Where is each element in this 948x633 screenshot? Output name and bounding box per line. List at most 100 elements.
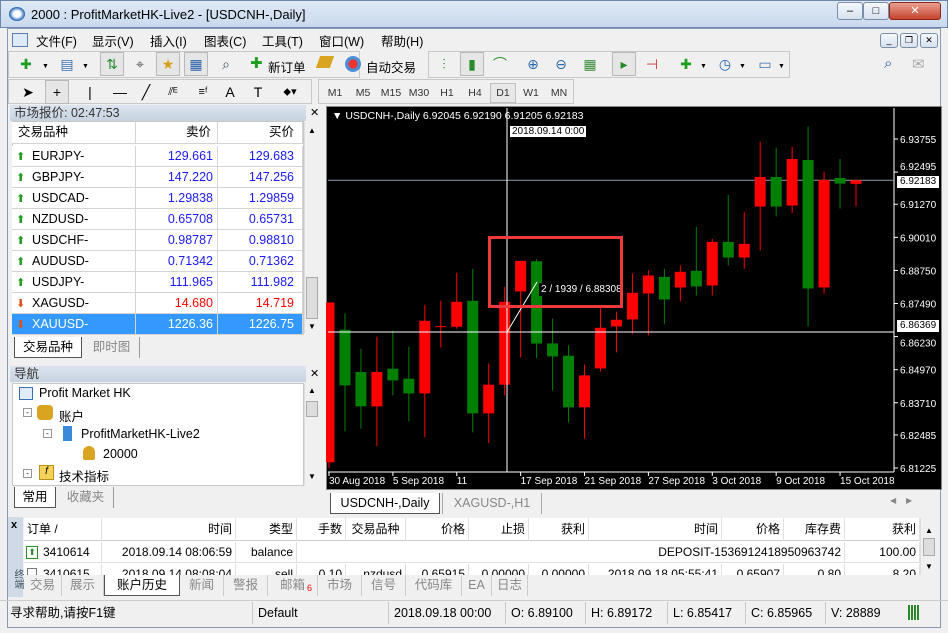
terminal-tab-4[interactable]: 警报 xyxy=(224,575,268,596)
minimize-button[interactable]: – xyxy=(837,2,863,20)
symbol-cell[interactable]: USDCAD- xyxy=(12,188,136,209)
terminal-tab-8[interactable]: 代码库 xyxy=(406,575,462,596)
arrows-tool[interactable]: ⬥▾ xyxy=(283,86,297,98)
terminal-column-3[interactable]: 手数 xyxy=(297,518,346,541)
cursor-tool[interactable]: ➤ xyxy=(22,84,34,100)
profiles-button[interactable]: ▤ xyxy=(60,56,74,72)
menu-item-1[interactable]: 显示(V) xyxy=(92,35,134,49)
navigator-scrollbar[interactable]: ▲ ▼ xyxy=(304,384,319,485)
market-watch-column-1[interactable]: 卖价 xyxy=(136,122,218,144)
terminal-tab-9[interactable]: EA xyxy=(462,575,492,596)
timeframe-MN[interactable]: MN xyxy=(550,87,568,99)
menu-item-5[interactable]: 窗口(W) xyxy=(319,35,365,49)
scroll-up-icon[interactable]: ▲ xyxy=(925,526,933,535)
market-watch-scrollbar[interactable]: ▲ ▼ xyxy=(304,122,319,334)
scroll-down-icon[interactable]: ▼ xyxy=(925,562,933,571)
navigator-button[interactable]: ★ xyxy=(156,52,180,76)
indicators-button[interactable]: ✚ xyxy=(680,56,692,72)
menu-item-2[interactable]: 插入(I) xyxy=(150,35,187,49)
bar-chart-button[interactable]: ⫶ xyxy=(442,56,446,72)
close-terminal-icon[interactable]: x xyxy=(11,519,18,531)
timeframe-M5[interactable]: M5 xyxy=(355,87,371,99)
new-chart-button[interactable]: ✚ xyxy=(20,56,32,72)
tile-windows-button[interactable]: ▦ xyxy=(583,56,597,72)
symbol-cell[interactable]: USDCHF- xyxy=(12,230,136,251)
nav-item-accounts[interactable]: 账户 xyxy=(59,410,85,424)
terminal-tab-3[interactable]: 新闻 xyxy=(180,575,224,596)
maximize-button[interactable]: □ xyxy=(863,2,889,20)
timeframe-W1[interactable]: W1 xyxy=(523,87,539,99)
terminal-row[interactable]: ⬆ 3410614 2018.09.14 08:06:59 balance DEPOSI… xyxy=(24,542,920,563)
templates-button[interactable]: ▭ xyxy=(758,56,772,72)
channel-tool[interactable]: ⫽ᴱ xyxy=(168,86,178,98)
terminal-scrollbar[interactable]: ▲ ▼ xyxy=(920,518,936,575)
scroll-down-icon[interactable]: ▼ xyxy=(308,472,316,481)
collapse-icon[interactable]: - xyxy=(23,469,32,478)
timeframe-M1[interactable]: M1 xyxy=(327,87,343,99)
market-watch-button[interactable]: ⇅ xyxy=(100,52,124,76)
tab-tick-chart[interactable]: 即时图 xyxy=(84,337,140,358)
data-window-button[interactable]: ⌖ xyxy=(136,56,144,72)
horizontal-line-tool[interactable]: — xyxy=(113,84,127,100)
terminal-button[interactable]: ▦ xyxy=(184,52,208,76)
terminal-column-5[interactable]: 价格 xyxy=(406,518,469,541)
terminal-column-8[interactable]: 时间 xyxy=(589,518,722,541)
timeframe-H4[interactable]: H4 xyxy=(468,87,482,99)
terminal-column-0[interactable]: 订单 / xyxy=(24,518,102,541)
tab-symbols[interactable]: 交易品种 xyxy=(14,337,82,358)
chart-tab-usdcnh[interactable]: USDCNH-,Daily xyxy=(330,493,440,514)
terminal-column-7[interactable]: 获利 xyxy=(529,518,589,541)
symbol-cell[interactable]: XAUUSD- xyxy=(12,314,136,335)
connection-status-icon[interactable] xyxy=(908,605,920,620)
search-icon[interactable]: ⌕ xyxy=(884,55,893,72)
timeframe-D1[interactable]: D1 xyxy=(490,83,516,103)
chart-tabs-scroll-right[interactable]: ▶ xyxy=(906,496,913,505)
symbol-cell[interactable]: GBPJPY- xyxy=(12,167,136,188)
terminal-column-10[interactable]: 库存费 xyxy=(784,518,845,541)
symbol-cell[interactable]: XAGUSD- xyxy=(12,293,136,314)
scroll-up-icon[interactable]: ▲ xyxy=(308,386,316,395)
terminal-tab-10[interactable]: 日志 xyxy=(492,575,528,596)
terminal-tab-1[interactable]: 展示 xyxy=(62,575,104,596)
tab-common[interactable]: 常用 xyxy=(14,487,56,508)
dropdown-arrow-icon[interactable]: ▼ xyxy=(739,63,746,70)
mdi-minimize-button[interactable]: _ xyxy=(880,33,898,48)
terminal-column-4[interactable]: 交易品种 xyxy=(346,518,406,541)
line-chart-button[interactable]: ⌒ xyxy=(493,56,507,72)
status-profile[interactable]: Default xyxy=(252,602,298,624)
terminal-tab-6[interactable]: 市场 xyxy=(318,575,362,596)
symbol-cell[interactable]: AUDUSD- xyxy=(12,251,136,272)
dropdown-arrow-icon[interactable]: ▼ xyxy=(778,63,785,70)
nav-item-account-number[interactable]: 20000 xyxy=(103,447,138,461)
chat-icon[interactable]: ✉ xyxy=(912,56,925,73)
dropdown-arrow-icon[interactable]: ▼ xyxy=(42,63,49,70)
nav-item-server[interactable]: ProfitMarketHK-Live2 xyxy=(81,427,200,441)
zoom-out-button[interactable]: ⊖ xyxy=(555,56,567,72)
menu-item-6[interactable]: 帮助(H) xyxy=(381,35,424,49)
close-market-watch-icon[interactable]: ✕ xyxy=(310,107,320,119)
mdi-close-button[interactable]: ✕ xyxy=(920,33,938,48)
auto-scroll-button[interactable]: ▸ xyxy=(612,52,636,76)
vertical-line-tool[interactable]: | xyxy=(88,84,92,100)
auto-trading-button[interactable]: 自动交易 xyxy=(366,61,417,75)
market-watch-column-0[interactable]: 交易品种 xyxy=(12,122,136,144)
strategy-tester-button[interactable]: ⌕ xyxy=(222,56,230,72)
scroll-thumb[interactable] xyxy=(923,538,935,556)
chart-tabs-scroll-left[interactable]: ◀ xyxy=(890,496,897,505)
menu-item-0[interactable]: 文件(F) xyxy=(36,35,77,49)
terminal-tab-0[interactable]: 交易 xyxy=(24,575,62,596)
new-order-button[interactable]: 新订单 xyxy=(268,61,306,75)
symbol-cell[interactable]: NZDUSD- xyxy=(12,209,136,230)
menu-item-3[interactable]: 图表(C) xyxy=(204,35,247,49)
scroll-thumb[interactable] xyxy=(306,401,318,417)
terminal-column-11[interactable]: 获利 xyxy=(845,518,920,541)
dropdown-arrow-icon[interactable]: ▼ xyxy=(700,63,707,70)
candlestick-button[interactable]: ▮ xyxy=(460,52,484,76)
scroll-up-icon[interactable]: ▲ xyxy=(308,126,316,135)
scroll-thumb[interactable] xyxy=(306,277,318,319)
dropdown-arrow-icon[interactable]: ▼ xyxy=(82,63,89,70)
terminal-row[interactable]: 3410615 2018.09.14 08:08:04 sell 0.10 nzdusd… xyxy=(24,564,920,575)
timeframe-M15[interactable]: M15 xyxy=(380,87,402,99)
timeframe-M30[interactable]: M30 xyxy=(408,87,430,99)
terminal-column-1[interactable]: 时间 xyxy=(102,518,236,541)
